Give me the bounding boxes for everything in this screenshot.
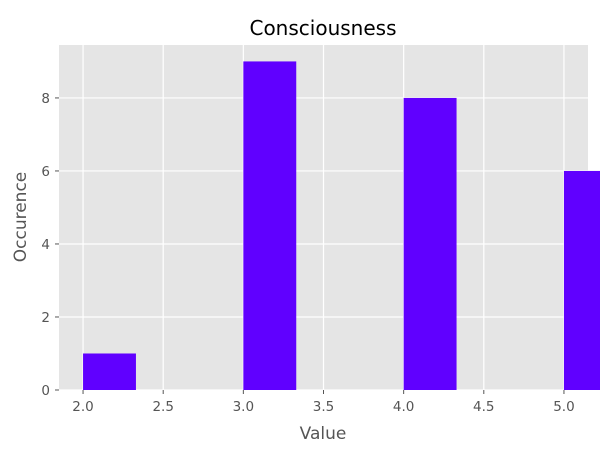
x-tick-label: 4.5 [473, 399, 494, 415]
x-tick-label: 2.5 [152, 399, 173, 415]
bar [243, 61, 297, 391]
y-axis-ticks: 0 2 4 6 8 [41, 91, 59, 399]
chart-title: Consciousness [249, 16, 396, 40]
bar [83, 353, 136, 390]
y-tick-label: 6 [41, 164, 50, 180]
x-axis-label: Value [300, 424, 347, 444]
y-tick-label: 4 [41, 237, 50, 253]
y-axis-label: Occurence [11, 172, 31, 263]
x-tick-label: 5.0 [553, 399, 574, 415]
x-tick-label: 3.0 [233, 399, 254, 415]
bars-group [83, 61, 600, 391]
x-axis-ticks: 2.0 2.5 3.0 3.5 4.0 4.5 5.0 [72, 390, 575, 415]
x-tick-label: 3.5 [313, 399, 334, 415]
x-tick-label: 4.0 [393, 399, 414, 415]
bar [563, 170, 600, 390]
x-tick-label: 2.0 [72, 399, 93, 415]
y-tick-label: 8 [41, 91, 50, 107]
y-tick-label: 2 [41, 310, 50, 326]
y-tick-label: 0 [41, 383, 50, 399]
bar [403, 97, 457, 390]
